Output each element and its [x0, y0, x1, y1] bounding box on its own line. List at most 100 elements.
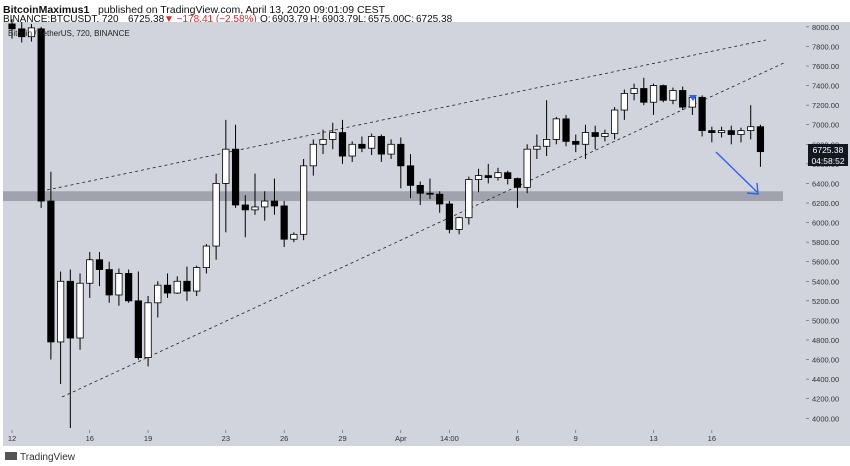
candle-up[interactable] — [630, 88, 638, 94]
candle-down[interactable] — [591, 132, 599, 137]
down-triangle-marker[interactable] — [689, 95, 697, 101]
support-zone[interactable] — [3, 191, 783, 202]
candle-up[interactable] — [737, 130, 745, 135]
bearish-arrow[interactable] — [715, 151, 759, 195]
candle-down[interactable] — [445, 203, 454, 230]
candle-down[interactable] — [280, 205, 288, 240]
candle-down[interactable] — [484, 175, 492, 178]
candle-up[interactable] — [455, 217, 463, 230]
candle-down[interactable] — [377, 136, 385, 155]
candle-down[interactable] — [66, 280, 74, 339]
time-tick-label: 14:00 — [440, 434, 459, 443]
candle-up[interactable] — [212, 183, 220, 247]
candle-up[interactable] — [154, 284, 162, 304]
candle-up[interactable] — [202, 245, 210, 268]
ohlc-high-label: H: — [310, 14, 320, 25]
candle-up[interactable] — [290, 233, 298, 240]
candle-down[interactable] — [708, 130, 716, 133]
candle-down[interactable] — [406, 165, 415, 186]
candle-up[interactable] — [465, 179, 473, 219]
time-tick-label: Apr — [395, 434, 407, 443]
candle-down[interactable] — [105, 269, 113, 296]
upper-trendline[interactable] — [46, 39, 767, 191]
candle-up[interactable] — [299, 165, 308, 235]
candle-down[interactable] — [572, 140, 580, 145]
candle-up[interactable] — [552, 118, 560, 140]
candle-up[interactable] — [251, 206, 259, 211]
candle-down[interactable] — [397, 143, 405, 167]
time-axis[interactable] — [3, 430, 850, 446]
candle-down[interactable] — [513, 178, 522, 188]
candle-down[interactable] — [95, 259, 104, 270]
candle-up[interactable] — [76, 282, 84, 339]
candle-up[interactable] — [620, 93, 628, 111]
candle-down[interactable] — [270, 200, 279, 207]
candle-up[interactable] — [57, 280, 65, 343]
candle-up[interactable] — [329, 132, 337, 140]
ohlc-open-value: 6903.79 — [272, 14, 309, 25]
candle-up[interactable] — [747, 126, 755, 132]
candle-down[interactable] — [134, 300, 142, 358]
candle-up[interactable] — [222, 148, 230, 184]
candle-down[interactable] — [338, 132, 347, 157]
candle-down[interactable] — [436, 193, 444, 205]
candle-down[interactable] — [562, 118, 570, 142]
candle-down[interactable] — [8, 23, 16, 30]
candle-up[interactable] — [543, 139, 551, 147]
lower-trendline[interactable] — [61, 61, 787, 398]
candle-up[interactable] — [86, 259, 94, 284]
plot-area[interactable] — [3, 22, 806, 430]
candle-down[interactable] — [125, 273, 133, 302]
candle-down[interactable] — [37, 28, 45, 202]
candle-down[interactable] — [426, 192, 434, 195]
candle-down[interactable] — [163, 284, 172, 294]
price-tick-label: 7400.00 — [812, 82, 839, 91]
ohlc-close-label: C: — [404, 14, 414, 25]
candle-down[interactable] — [698, 96, 706, 132]
candle-up[interactable] — [649, 85, 658, 103]
candle-down[interactable] — [18, 28, 26, 38]
ohlc-low-value: 6575.00 — [368, 14, 405, 25]
candle-up[interactable] — [601, 133, 609, 137]
price-tick-label: 4600.00 — [812, 356, 839, 365]
candle-down[interactable] — [358, 143, 366, 149]
published-text: published on TradingView.com, April 13, … — [98, 4, 385, 16]
tradingview-logo[interactable]: TradingView — [5, 452, 75, 463]
candle-up[interactable] — [494, 172, 502, 178]
candle-down[interactable] — [231, 148, 240, 206]
candle-up[interactable] — [523, 148, 531, 188]
candle-up[interactable] — [533, 145, 541, 150]
candle-down[interactable] — [679, 90, 687, 108]
candle-up[interactable] — [387, 143, 395, 155]
price-axis[interactable] — [806, 22, 850, 430]
candle-up[interactable] — [144, 302, 152, 358]
candle-up[interactable] — [173, 280, 181, 294]
candle-down[interactable] — [183, 280, 191, 292]
candle-up[interactable] — [319, 139, 327, 145]
candle-up[interactable] — [669, 90, 677, 101]
candle-up[interactable] — [581, 132, 590, 145]
candle-up[interactable] — [115, 273, 123, 296]
price-tick-label: 7000.00 — [812, 121, 839, 130]
candle-up[interactable] — [717, 130, 726, 133]
candle-down[interactable] — [416, 184, 424, 194]
candle-up[interactable] — [261, 200, 269, 208]
candle-down[interactable] — [640, 88, 648, 103]
price-tick-label: 6000.00 — [812, 219, 839, 228]
candle-down[interactable] — [47, 200, 55, 343]
candle-up[interactable] — [348, 143, 356, 157]
candle-down[interactable] — [659, 85, 667, 101]
candle-up[interactable] — [368, 136, 376, 149]
candle-up[interactable] — [27, 27, 36, 38]
candle-down[interactable] — [241, 204, 249, 211]
candle-down[interactable] — [504, 172, 512, 179]
candle-down[interactable] — [727, 130, 735, 135]
time-tick-label: 26 — [280, 434, 288, 443]
candle-up[interactable] — [193, 267, 201, 292]
candle-up[interactable] — [309, 143, 317, 167]
candle-up[interactable] — [611, 109, 619, 134]
author-name[interactable]: BitcoinMaximus1 — [3, 4, 90, 16]
candle-up[interactable] — [474, 175, 483, 180]
candle-down[interactable] — [756, 126, 765, 153]
